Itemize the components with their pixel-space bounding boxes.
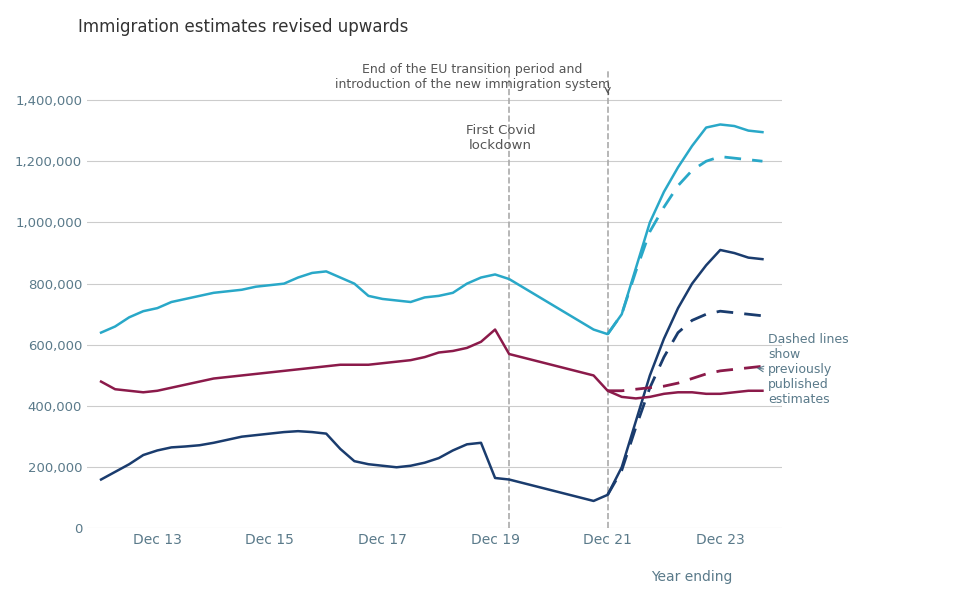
Text: Dashed lines
show
previously
published
estimates: Dashed lines show previously published e… bbox=[768, 333, 849, 406]
Text: Immigration estimates revised upwards: Immigration estimates revised upwards bbox=[78, 18, 409, 36]
Text: First Covid
lockdown: First Covid lockdown bbox=[466, 125, 535, 153]
Text: End of the EU transition period and
introduction of the new immigration system: End of the EU transition period and intr… bbox=[335, 63, 611, 93]
X-axis label: Year ending: Year ending bbox=[651, 570, 732, 584]
